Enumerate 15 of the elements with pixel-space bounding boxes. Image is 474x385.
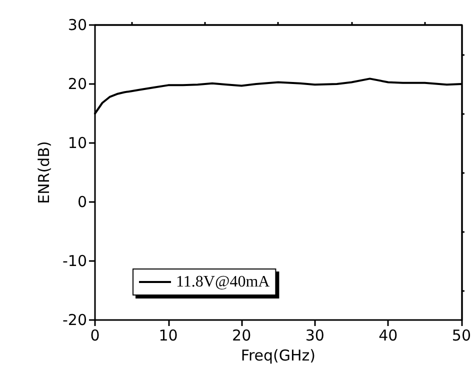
y-tick-label: 30 [68, 16, 87, 34]
y-tick-label: 20 [68, 75, 87, 93]
x-tick-label: 0 [90, 326, 100, 344]
y-tick-label: 0 [77, 193, 87, 211]
y-tick-label: -20 [62, 311, 87, 329]
y-tick-label: -10 [62, 252, 87, 270]
x-tick-label: 30 [305, 326, 324, 344]
legend-label: 11.8V@40mA [176, 274, 270, 290]
x-tick-label: 40 [378, 326, 398, 344]
y-axis-title: ENR(dB) [35, 141, 54, 204]
x-tick-label: 50 [452, 326, 472, 344]
x-axis-title: Freq(GHz) [240, 346, 316, 364]
x-tick-label: 20 [232, 326, 252, 344]
y-tick-label: 10 [68, 134, 87, 152]
x-tick-label: 10 [158, 326, 178, 344]
